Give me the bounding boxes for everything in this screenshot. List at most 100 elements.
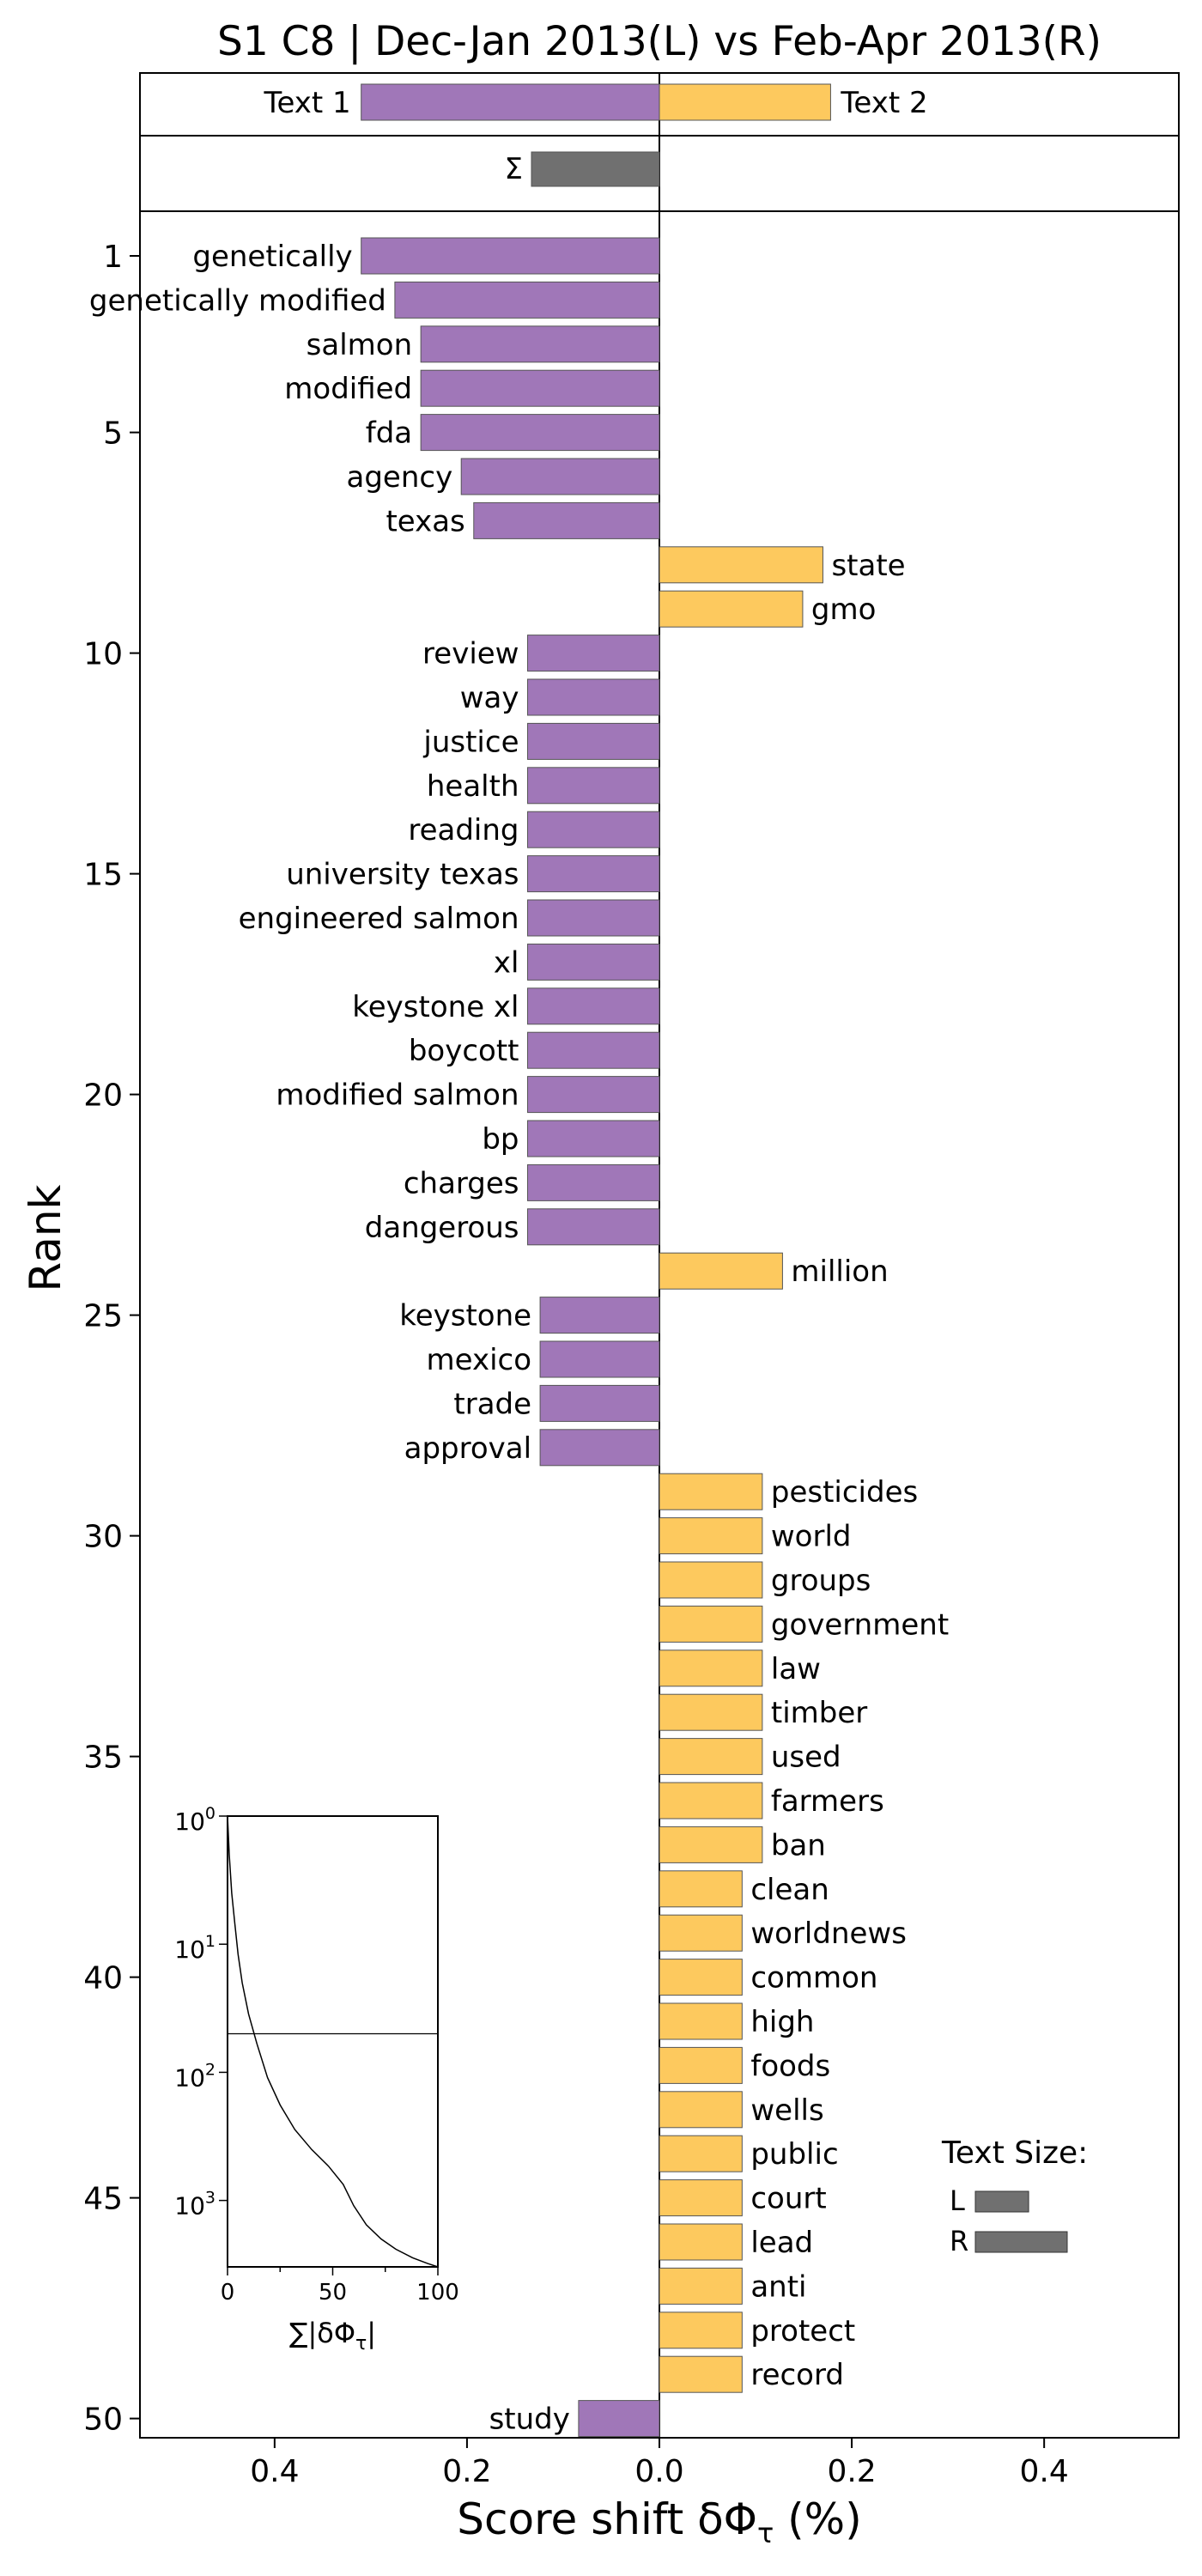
word-label: timber [771, 1696, 867, 1730]
word-bar [659, 2355, 743, 2393]
word-label: reading [408, 813, 519, 848]
word-bars [361, 237, 823, 2438]
word-bar [578, 2400, 660, 2438]
word-label: way [460, 681, 519, 715]
word-label: pesticides [771, 1475, 918, 1510]
word-bar [527, 722, 660, 760]
word-label: wells [750, 2093, 823, 2128]
x-axis: 0.4 0.2 0.0 0.2 0.4 [250, 2438, 1069, 2489]
word-bar [527, 678, 660, 716]
inset-curve [227, 1815, 439, 2268]
word-label: used [771, 1741, 841, 1775]
word-bar [527, 899, 660, 937]
word-bar [527, 811, 660, 848]
x-axis-label: Score shift δΦτ (%) [457, 2494, 861, 2549]
word-label: genetically modified [89, 283, 386, 318]
word-bar [420, 369, 660, 407]
word-label: farmers [771, 1784, 884, 1819]
summary-bar [659, 83, 831, 121]
word-bar [420, 414, 660, 452]
word-bar [659, 1914, 743, 1952]
word-bar [539, 1429, 660, 1467]
word-label: public [750, 2137, 838, 2172]
rank-tick-label: 45 [83, 2182, 123, 2217]
word-label: high [750, 2005, 814, 2039]
legend-size-bar [974, 2190, 1029, 2213]
word-bar [659, 1473, 763, 1510]
word-bar [394, 281, 660, 319]
legend-size-bar [974, 2231, 1068, 2253]
rank-tick-label: 1 [103, 240, 123, 275]
word-label: texas [385, 504, 464, 538]
inset-y-tick-label: 103 [174, 2189, 216, 2221]
word-bar [659, 1826, 763, 1863]
word-bar [659, 1517, 763, 1555]
rank-tick-label: 35 [83, 1741, 123, 1776]
word-label: university texas [286, 858, 519, 892]
word-bar [527, 1076, 660, 1114]
word-label: review [422, 637, 519, 671]
word-label: anti [750, 2269, 806, 2304]
word-label: record [750, 2358, 844, 2392]
word-bar [659, 1959, 743, 1996]
word-label: agency [347, 460, 453, 495]
word-bar [527, 1208, 660, 1246]
word-label: groups [771, 1564, 871, 1598]
word-label: bp [482, 1122, 519, 1157]
summary-bars: Text 1 Text 2 Σ [263, 83, 928, 187]
legend-item-label: L [950, 2184, 965, 2217]
word-bar [420, 325, 660, 363]
inset-y-tick-label: 102 [174, 2060, 216, 2092]
word-bar [527, 855, 660, 893]
word-bar [361, 237, 660, 275]
word-bar [539, 1297, 660, 1334]
word-bar [659, 2002, 743, 2040]
word-label: government [771, 1607, 949, 1642]
word-bar [659, 2267, 743, 2305]
word-label: boycott [409, 1034, 519, 1068]
inset-frame [227, 1815, 439, 2268]
word-label: engineered salmon [239, 902, 519, 936]
rank-tick-label: 50 [83, 2403, 123, 2438]
word-label: gmo [811, 592, 877, 627]
word-bar [659, 1782, 763, 1820]
word-label: dangerous [365, 1211, 519, 1245]
word-label: world [771, 1520, 852, 1554]
word-bar [659, 2135, 743, 2172]
word-bar [659, 1252, 783, 1290]
rank-tick-label: 25 [83, 1299, 123, 1334]
summary-bar-label: Text 1 [263, 86, 350, 120]
legend-item-label: R [950, 2225, 968, 2257]
word-bar [659, 590, 804, 628]
word-bar [527, 1163, 660, 1201]
word-bar [659, 1738, 763, 1776]
x-tick-label: 0.0 [634, 2454, 683, 2489]
word-label: protect [750, 2314, 855, 2348]
inset-y-tick-label: 100 [174, 1804, 216, 1836]
rank-tick-label: 40 [83, 1961, 123, 1996]
word-bar [527, 943, 660, 981]
rank-tick-label: 20 [83, 1078, 123, 1114]
word-label: common [750, 1961, 877, 1996]
x-tick-label: 0.2 [442, 2454, 491, 2489]
word-label: keystone xl [352, 990, 519, 1024]
word-bar [539, 1384, 660, 1422]
word-label: xl [494, 945, 519, 980]
word-bar [527, 767, 660, 805]
inset-cumulative-plot: 0 50 100 100 101 102 103 ∑|δΦτ| [174, 1804, 459, 2354]
word-label: law [771, 1652, 821, 1686]
word-bar [527, 1031, 660, 1069]
word-label: keystone [399, 1299, 531, 1334]
inset-x-tick-label: 100 [416, 2280, 459, 2306]
inset-x-tick-label: 0 [221, 2280, 235, 2306]
word-bar [527, 635, 660, 672]
rank-tick-label: 30 [83, 1520, 123, 1555]
word-bar [659, 2312, 743, 2349]
sigma-label: Σ [505, 152, 523, 186]
word-bar [527, 987, 660, 1025]
word-label: trade [453, 1387, 531, 1421]
word-bar [659, 2091, 743, 2129]
rank-tick-label: 10 [83, 637, 123, 672]
word-bar [659, 2179, 743, 2217]
